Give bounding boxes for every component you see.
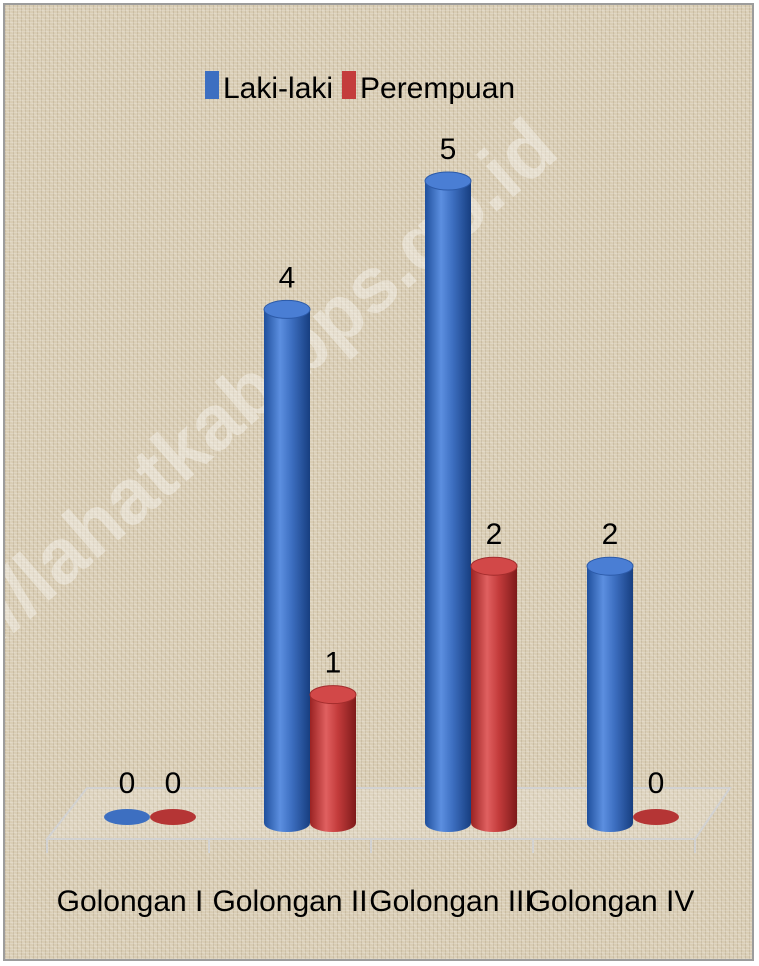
bar-laki-laki-1 bbox=[104, 809, 150, 825]
data-label: 1 bbox=[325, 647, 342, 680]
bar-cap bbox=[263, 299, 311, 319]
x-tick-label: Golongan IV bbox=[528, 885, 695, 918]
x-tick-label: Golongan I bbox=[57, 885, 204, 918]
x-axis-tick-labels: Golongan I Golongan II Golongan IIIGolonga… bbox=[57, 885, 695, 918]
bar-cap bbox=[424, 171, 472, 191]
bar-laki-laki-2 bbox=[263, 299, 311, 832]
legend-label: Laki-laki bbox=[223, 72, 333, 105]
bar-perempuan-4 bbox=[633, 809, 679, 825]
bar-cap bbox=[309, 685, 357, 705]
bar-cap bbox=[633, 809, 679, 825]
data-label: 0 bbox=[119, 767, 136, 800]
x-tick-label: Golongan II bbox=[212, 885, 367, 918]
data-label: 0 bbox=[648, 767, 665, 800]
bar-perempuan-3 bbox=[470, 556, 518, 832]
data-label: 0 bbox=[165, 767, 182, 800]
bar-body bbox=[471, 566, 517, 832]
bar-cap bbox=[150, 809, 196, 825]
data-label: 4 bbox=[279, 261, 296, 294]
legend-item-perempuan: Perempuan bbox=[342, 71, 515, 105]
data-label: 2 bbox=[602, 518, 619, 551]
bar-perempuan-1 bbox=[150, 809, 196, 825]
bar-laki-laki-3 bbox=[424, 171, 472, 832]
x-axis bbox=[46, 839, 696, 853]
data-label: 2 bbox=[486, 518, 503, 551]
bar-body bbox=[587, 566, 633, 832]
legend-swatch bbox=[342, 71, 356, 99]
legend-label: Perempuan bbox=[360, 72, 515, 105]
bar-laki-laki-4 bbox=[586, 556, 634, 832]
legend: Laki-laki Perempuan bbox=[205, 71, 515, 105]
bar-body bbox=[425, 181, 471, 832]
bar-body bbox=[310, 694, 356, 832]
legend-item-laki-laki: Laki-laki bbox=[205, 71, 333, 105]
data-label: 5 bbox=[440, 133, 457, 166]
bar-cap bbox=[470, 556, 518, 576]
bar-cap bbox=[586, 556, 634, 576]
bar-cap bbox=[104, 809, 150, 825]
bar-body bbox=[264, 309, 310, 832]
legend-swatch bbox=[205, 71, 219, 99]
bars bbox=[104, 171, 679, 832]
bar-perempuan-2 bbox=[309, 685, 357, 832]
x-tick-label: Golongan III bbox=[369, 885, 532, 918]
